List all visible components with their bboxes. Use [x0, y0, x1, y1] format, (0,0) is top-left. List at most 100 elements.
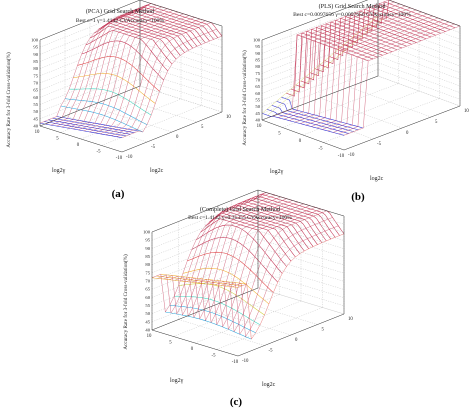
floor-grid-line	[204, 308, 292, 336]
surface-line	[343, 25, 461, 136]
z-tick-label: 80	[255, 64, 260, 69]
wall-grid-line	[151, 238, 345, 282]
surface-line	[135, 4, 219, 38]
z-tick-label: 90	[145, 246, 150, 251]
axis-edge	[39, 85, 141, 127]
surface-line	[94, 17, 195, 133]
axis-edge	[343, 105, 461, 151]
floor-grid-line	[282, 83, 399, 128]
surface-line	[373, 1, 456, 29]
surface-line	[283, 3, 400, 120]
panel-a-zlabel: Accuracy Rate for 3-fold Cross-validatio…	[5, 52, 12, 148]
y-tick-label: 0	[295, 338, 298, 343]
surface-line	[178, 283, 265, 316]
surface-line	[48, 119, 131, 135]
floor-grid-line	[231, 298, 318, 325]
axis-edge	[151, 287, 259, 331]
axis-edge	[261, 0, 369, 41]
x-tick-label: 0	[77, 143, 80, 148]
surface-line	[200, 218, 287, 267]
wall-grid-line	[261, 62, 461, 107]
wall-grid-line	[261, 9, 461, 54]
floor-grid-line	[348, 86, 432, 118]
surface-line	[344, 12, 427, 48]
surface-line	[222, 206, 309, 249]
panel-a-subtitle: Best c=1 γ=1.4142 CVAccuracy=100%	[76, 18, 165, 24]
x-tick-label: 5	[56, 137, 59, 142]
x-tick-label: -10	[232, 360, 239, 365]
surface-line	[209, 212, 296, 258]
wall-grid-line	[39, 42, 223, 84]
surface-line	[209, 207, 316, 328]
surface-line	[286, 34, 369, 97]
z-tick-label: 80	[33, 66, 38, 71]
wall-grid-line	[261, 69, 461, 114]
z-tick-label: 75	[255, 71, 260, 76]
y-tick-label: 0	[176, 135, 179, 140]
y-tick-label: 10	[226, 115, 231, 120]
surface-line	[196, 224, 283, 274]
surface-line	[67, 8, 168, 129]
z-tick-label: 75	[145, 270, 150, 275]
wall-grid-line	[261, 2, 461, 47]
surface-line	[85, 30, 169, 72]
surface-line	[151, 277, 239, 288]
floor-grid-line	[114, 95, 198, 123]
y-tick-label: 5	[201, 125, 204, 130]
surface-line	[39, 122, 123, 138]
surface-line	[266, 109, 349, 134]
panel-a-ylabel: log2c	[150, 168, 164, 174]
floor-grid-line	[302, 90, 420, 136]
x-tick-label: 5	[169, 341, 172, 346]
surface-line	[235, 201, 323, 243]
surface-line	[289, 5, 406, 121]
axis-edge	[237, 313, 345, 357]
surface-line	[324, 19, 407, 64]
surface-line	[300, 9, 417, 124]
z-tick-label: 50	[33, 109, 38, 114]
z-tick-label: 70	[145, 279, 150, 284]
z-tick-label: 65	[33, 88, 38, 93]
surface-line	[310, 25, 393, 77]
panel-c-caption: (c)	[230, 396, 243, 408]
z-tick-label: 100	[253, 38, 261, 43]
z-tick-label: 60	[33, 95, 38, 100]
x-tick-label: 10	[257, 124, 262, 129]
axis-edge	[151, 329, 239, 357]
z-tick-label: 100	[143, 230, 151, 235]
surface-line	[89, 25, 173, 65]
z-tick-label: 95	[33, 45, 38, 50]
wall-grid-line	[151, 246, 345, 290]
x-tick-label: 10	[35, 130, 40, 135]
wall-grid-line	[261, 15, 461, 61]
floor-grid-line	[290, 108, 374, 140]
surface-line	[72, 10, 173, 130]
axis-edge	[388, 0, 461, 27]
panel-c-ylabel: log2c	[262, 382, 276, 388]
panel-c-title: (Complete) Grid Search Method	[200, 206, 281, 213]
surface-line	[316, 15, 433, 129]
x-tick-label: 0	[191, 347, 194, 352]
y-tick-label: -10	[242, 359, 249, 364]
panel-a-title: (PCA) Grid Search Method	[86, 8, 155, 15]
wall-grid-line	[261, 55, 461, 101]
wall-grid-line	[151, 222, 345, 265]
y-tick-label: -5	[151, 145, 156, 150]
floor-grid-line	[101, 105, 202, 146]
surface-line	[305, 27, 388, 81]
wall-grid-line	[151, 230, 345, 274]
wall-grid-line	[151, 263, 345, 306]
surface-line	[353, 8, 436, 40]
surface-line	[56, 5, 157, 127]
x-tick-label: -10	[338, 154, 345, 159]
wall-grid-line	[261, 35, 461, 81]
wall-grid-line	[39, 85, 223, 127]
y-tick-label: 5	[322, 328, 325, 333]
surface-line	[131, 6, 214, 40]
surface-line	[89, 15, 190, 133]
panel-b-surface	[261, 0, 461, 136]
surface-line	[180, 198, 287, 319]
surface-line	[121, 35, 223, 138]
